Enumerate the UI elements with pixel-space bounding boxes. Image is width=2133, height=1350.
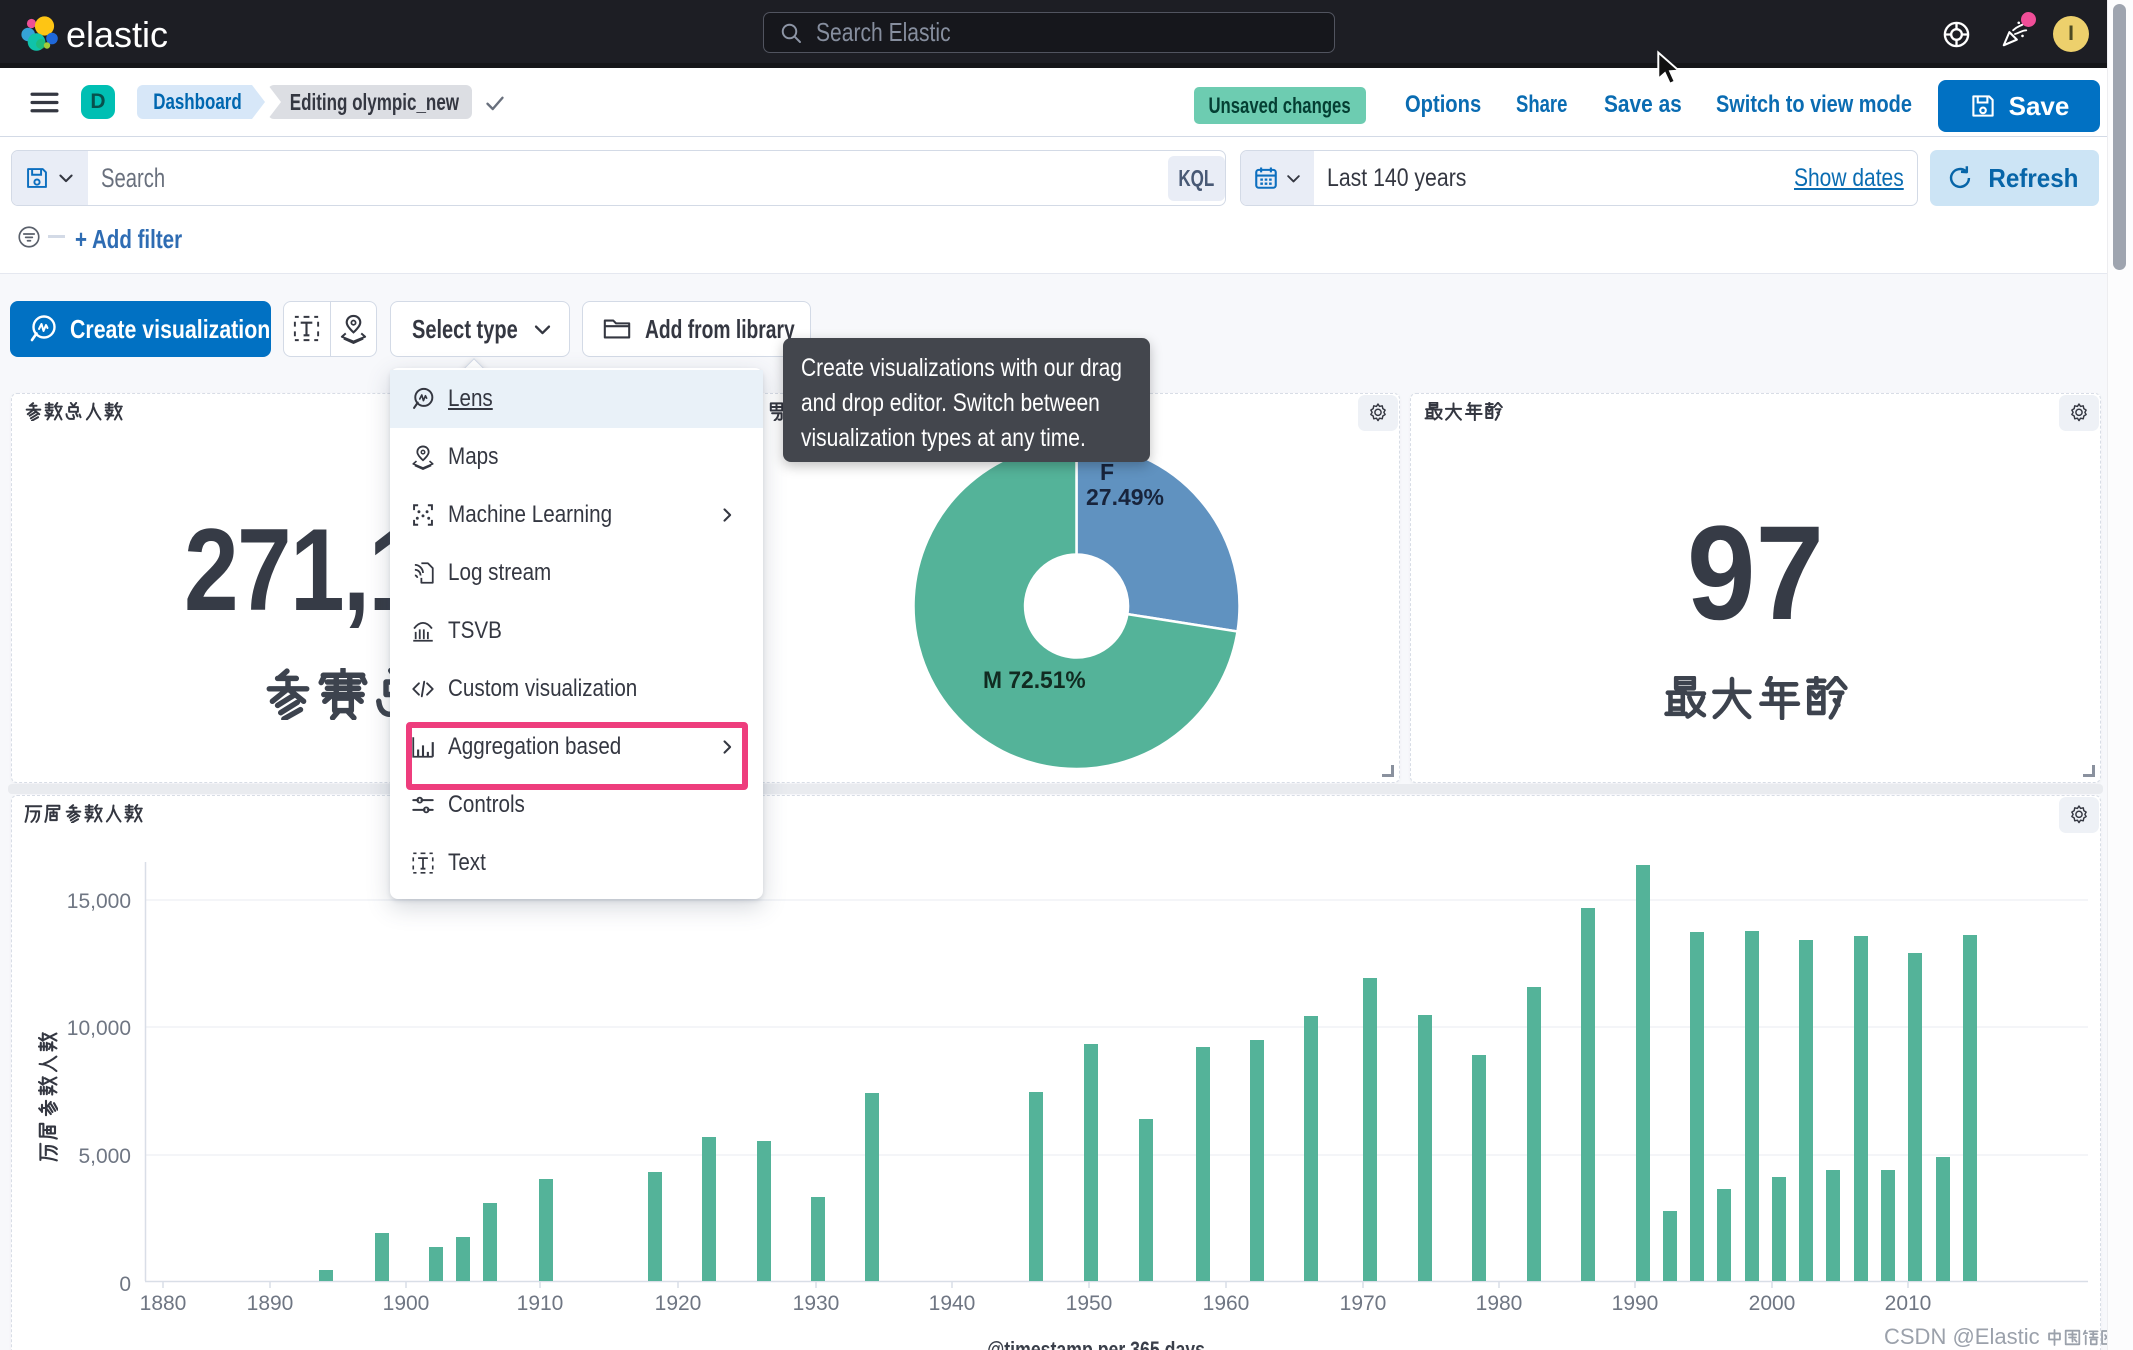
svg-text:1950: 1950 — [1066, 1292, 1113, 1315]
svg-text:0: 0 — [119, 1273, 131, 1296]
svg-text:1940: 1940 — [929, 1292, 976, 1315]
svg-text:@timestamp per 365 days: @timestamp per 365 days — [987, 1337, 1205, 1350]
svg-text:1910: 1910 — [517, 1292, 564, 1315]
svg-text:1960: 1960 — [1203, 1292, 1250, 1315]
svg-text:1890: 1890 — [247, 1292, 294, 1315]
svg-text:1880: 1880 — [140, 1292, 187, 1315]
svg-text:15,000: 15,000 — [67, 890, 131, 913]
svg-text:1970: 1970 — [1340, 1292, 1387, 1315]
svg-text:1900: 1900 — [383, 1292, 430, 1315]
svg-text:2000: 2000 — [1749, 1292, 1796, 1315]
svg-text:1980: 1980 — [1476, 1292, 1523, 1315]
svg-text:5,000: 5,000 — [78, 1145, 131, 1168]
svg-text:1930: 1930 — [793, 1292, 840, 1315]
svg-text:1920: 1920 — [655, 1292, 702, 1315]
svg-text:10,000: 10,000 — [67, 1017, 131, 1040]
svg-text:2010: 2010 — [1885, 1292, 1932, 1315]
svg-text:1990: 1990 — [1612, 1292, 1659, 1315]
